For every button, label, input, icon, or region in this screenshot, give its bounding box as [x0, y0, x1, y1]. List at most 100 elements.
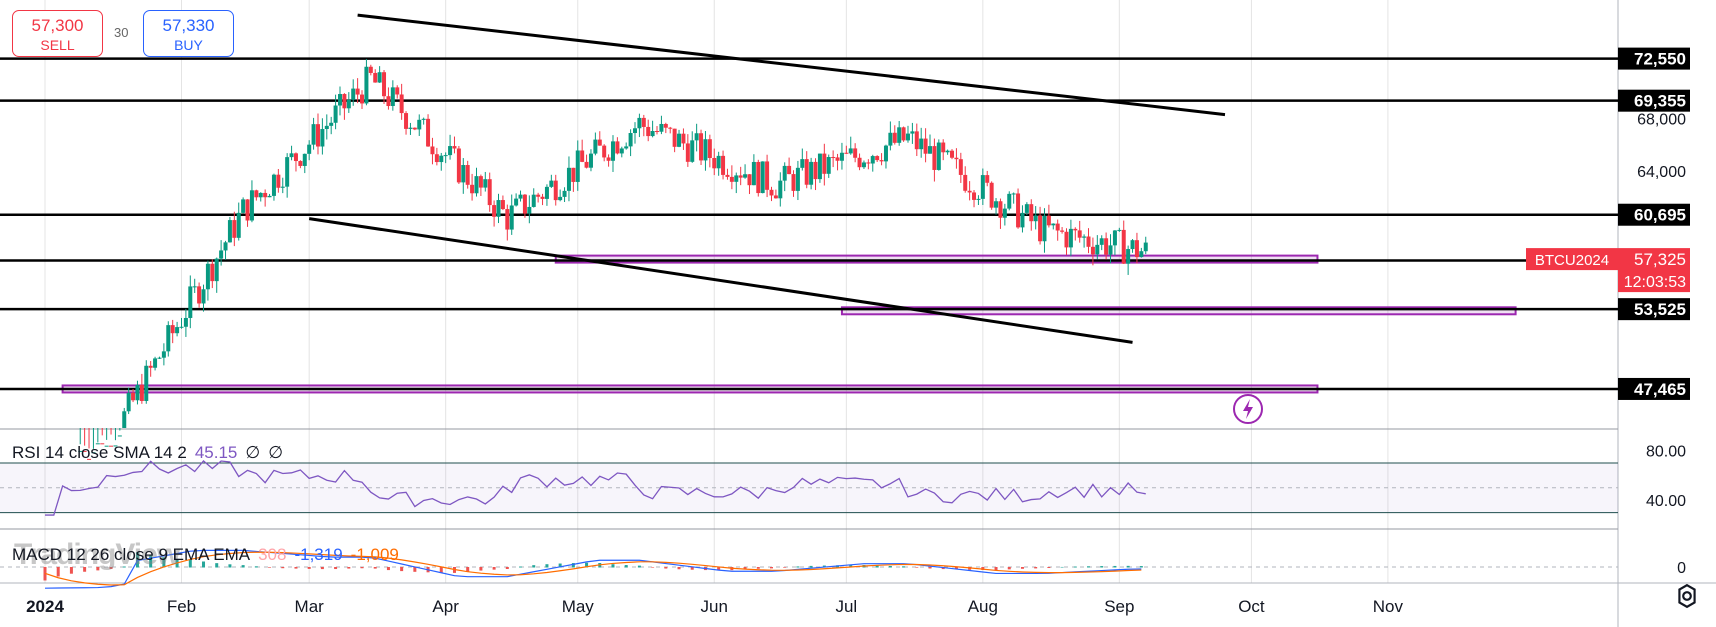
trendlines: [308, 13, 1226, 344]
candle-body: [91, 452, 96, 454]
candle-body: [663, 123, 668, 128]
candle-body: [355, 88, 360, 95]
candle-body: [1016, 193, 1021, 228]
macd-histogram-bar: [492, 567, 496, 570]
candle-body: [148, 365, 153, 368]
candle-body: [721, 155, 726, 175]
macd-histogram-bar: [545, 564, 549, 568]
candle-body: [271, 174, 276, 196]
sell-button[interactable]: 57,300 SELL: [12, 10, 103, 57]
macd-histogram-bar: [849, 565, 853, 568]
time-tick-label: Aug: [968, 597, 998, 616]
price-axis[interactable]: 68,00064,00072,55069,35560,69557,21553,5…: [1526, 47, 1690, 400]
tradingview-logo: TradingView: [14, 538, 180, 571]
macd-histogram-bar: [1087, 566, 1091, 568]
macd-histogram-bar: [1060, 566, 1064, 568]
candle-body: [377, 72, 382, 83]
candle-body: [1064, 231, 1069, 248]
macd-histogram-bar: [585, 562, 589, 568]
candle-body: [139, 384, 144, 401]
candle-body: [998, 201, 1003, 218]
candle-body: [958, 159, 963, 175]
macd-histogram-bar: [135, 552, 139, 568]
macd-histogram-bar: [241, 565, 245, 568]
candle-body: [289, 153, 294, 158]
macd-pane: 0: [0, 549, 1686, 589]
buy-button[interactable]: 57,330 BUY: [143, 10, 234, 57]
trendline: [308, 217, 1133, 344]
gear-icon[interactable]: [1674, 583, 1700, 609]
candle-body: [712, 157, 717, 169]
time-axis[interactable]: 2024 Feb Mar Apr May Jun Jul Aug Sep Oct Nov: [26, 597, 1403, 616]
macd-histogram-bar: [888, 566, 892, 568]
candle-body: [606, 157, 611, 161]
candle-body: [743, 174, 748, 178]
candle-body: [346, 99, 351, 109]
candle-body: [1068, 228, 1073, 248]
countdown-label: 12:03:53: [1624, 274, 1686, 291]
macd-histogram-bar: [1126, 565, 1130, 568]
candle-body: [641, 117, 646, 127]
level-price-label: 69,355: [1634, 92, 1686, 111]
candle-body: [677, 133, 682, 147]
candle-body: [1046, 215, 1051, 226]
candle-body: [456, 148, 461, 183]
candle-body: [602, 145, 607, 158]
macd-histogram-bar: [188, 559, 192, 568]
candle-body: [522, 194, 527, 214]
candle-body: [738, 175, 743, 178]
candle-body: [258, 192, 263, 198]
candle-body: [109, 445, 114, 447]
candle-body: [500, 200, 505, 210]
time-tick-label: Feb: [167, 597, 196, 616]
candle-body: [333, 105, 338, 123]
macd-histogram-bar: [347, 567, 351, 569]
candle-body: [390, 87, 395, 107]
candle-body: [976, 198, 981, 200]
candle-body: [1134, 240, 1139, 258]
macd-histogram-bar: [215, 563, 219, 568]
candle-body: [161, 351, 166, 358]
lightning-icon[interactable]: [1233, 394, 1263, 424]
candle-body: [364, 66, 369, 104]
candle-body: [804, 159, 809, 185]
candle-body: [104, 445, 109, 447]
macd-histogram-bar: [611, 564, 615, 568]
candle-body: [329, 122, 334, 126]
candle-body: [426, 118, 431, 147]
candle-body: [505, 209, 510, 230]
macd-histogram-bar: [677, 567, 681, 570]
candle-body: [1104, 238, 1109, 255]
candle-body: [82, 450, 87, 452]
candle-body: [1082, 236, 1087, 238]
candle-body: [1055, 223, 1060, 231]
candle-body: [232, 220, 237, 238]
candle-body: [496, 200, 501, 217]
candle-body: [126, 392, 131, 412]
candle-body: [131, 392, 136, 401]
candle-body: [681, 133, 686, 144]
candle-body: [263, 192, 268, 198]
macd-histogram-bar: [809, 565, 813, 568]
candle-body: [826, 157, 831, 174]
candle-body: [628, 133, 633, 147]
macd-histogram-bar: [1034, 567, 1038, 569]
candle-body: [747, 174, 752, 186]
candle-body: [945, 150, 950, 153]
rsi-legend[interactable]: RSI 14 close SMA 14 2 45.15 ∅ ∅: [12, 443, 291, 463]
macd-histogram-bar: [954, 567, 958, 570]
candle-body: [936, 142, 941, 170]
candle-body: [879, 160, 884, 162]
macd-legend[interactable]: MACD 12 26 close 9 EMA EMA 308 -1,319 -1,00…: [12, 545, 407, 565]
candle-body: [412, 127, 417, 130]
macd-histogram-bar: [307, 567, 311, 569]
level-price-tag: [1618, 298, 1690, 321]
candle-body: [994, 201, 999, 208]
buy-price: 57,330: [162, 16, 215, 35]
candle-body: [478, 176, 483, 188]
candle-body: [795, 167, 800, 191]
macd-histogram-bar: [320, 567, 324, 570]
candle-body: [514, 198, 519, 206]
macd-histogram-bar: [796, 566, 800, 568]
